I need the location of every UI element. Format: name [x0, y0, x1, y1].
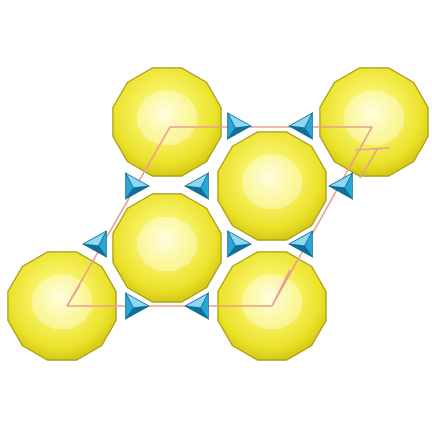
tetrahedron-icon — [226, 112, 253, 141]
dodecagonal-cluster-icon — [112, 193, 222, 303]
clusters-layer — [7, 67, 429, 361]
cluster-highlight — [344, 91, 404, 145]
unit-cell-layer — [66, 126, 391, 307]
cluster-highlight — [242, 275, 302, 329]
tetrahedron-icon — [226, 230, 253, 259]
dodecagonal-cluster-icon — [319, 67, 429, 177]
dodecagonal-cluster-icon — [217, 131, 327, 241]
tetrahedron-icon — [124, 292, 151, 321]
tetrahedron-face — [125, 292, 134, 321]
tetrahedron-face — [227, 230, 236, 259]
tetrahedron-face — [200, 292, 209, 321]
cluster-outline — [319, 67, 429, 177]
tetrahedron-face — [304, 230, 313, 259]
unit-cell-edge — [271, 126, 373, 307]
unit-cell-edge — [66, 126, 171, 307]
dodecagonal-cluster-icon — [7, 251, 117, 361]
cluster-highlight — [242, 155, 302, 209]
tetrahedron-face — [98, 230, 107, 259]
unit-cell-edge — [359, 147, 379, 179]
tetrahedron-icon — [124, 172, 151, 201]
cluster-highlight — [137, 217, 197, 271]
tetrahedron-icon — [81, 230, 108, 259]
dodecagonal-cluster-icon — [112, 67, 222, 177]
tetrahedron-icon — [327, 172, 354, 201]
tetrahedron-face — [344, 172, 353, 201]
tetrahedron-face — [200, 172, 209, 201]
unit-cell-edge — [354, 147, 391, 151]
tetrahedron-icon — [287, 112, 314, 141]
tetrahedron-icon — [183, 292, 210, 321]
cluster-outline — [112, 193, 222, 303]
cluster-highlight — [32, 275, 92, 329]
tetrahedron-face — [227, 112, 236, 141]
tetrahedron-face — [304, 112, 313, 141]
unit-cell-edge — [66, 284, 81, 307]
cluster-outline — [112, 67, 222, 177]
tetrahedron-icon — [287, 230, 314, 259]
cluster-highlight — [137, 91, 197, 145]
cluster-outline — [217, 131, 327, 241]
tetrahedron-icon — [183, 172, 210, 201]
unit-cell-edge — [271, 269, 291, 307]
cluster-outline — [7, 251, 117, 361]
tetrahedra-layer — [81, 112, 354, 321]
tetrahedron-face — [125, 172, 134, 201]
